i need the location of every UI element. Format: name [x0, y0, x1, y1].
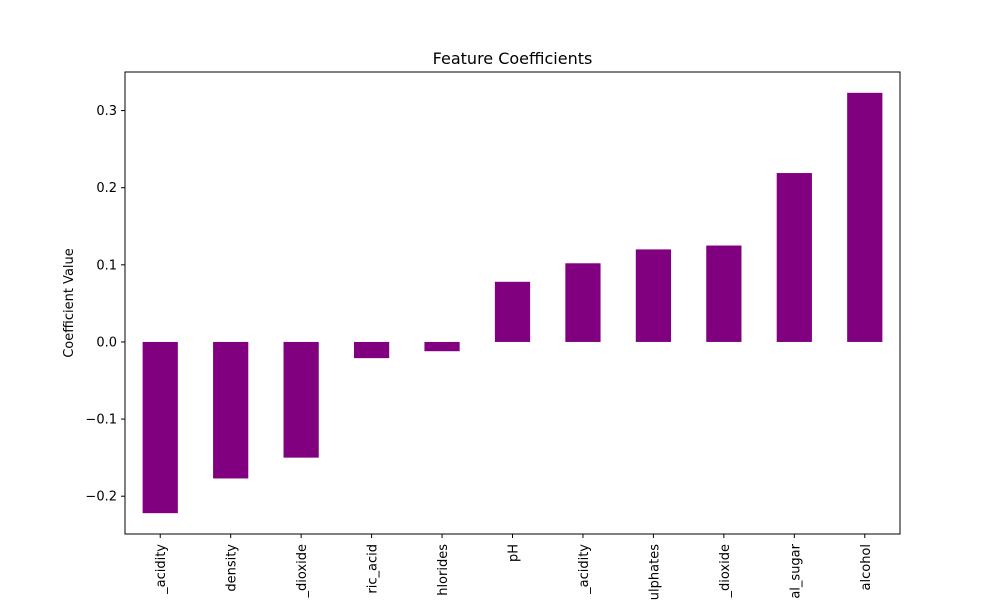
x-axis-ticks: _acidity density _dioxide ric_acid hlorides p…: [154, 534, 874, 600]
bar-10: [847, 92, 883, 342]
x-tick-label: _acidity: [154, 544, 169, 595]
x-tick-label: al_sugar: [788, 543, 803, 598]
bar-1: [213, 341, 249, 479]
x-tick-label: pH: [507, 544, 522, 562]
y-tick-label: −0.2: [85, 490, 117, 505]
y-axis-label: Coefficient Value: [62, 248, 77, 358]
x-tick-label: hlorides: [436, 544, 451, 596]
x-tick-label: alcohol: [859, 544, 874, 590]
bar-9: [776, 173, 812, 342]
bar-4: [424, 341, 460, 352]
bar-6: [565, 263, 601, 342]
x-tick-label: density: [225, 544, 240, 592]
plot-frame: [124, 71, 901, 535]
y-tick-label: 0.3: [96, 104, 117, 119]
y-tick-label: 0.0: [96, 335, 117, 350]
bar-0: [142, 341, 178, 514]
x-tick-label: ric_acid: [366, 544, 381, 594]
bar-8: [706, 245, 742, 342]
bar-5: [494, 281, 531, 342]
y-tick-label: −0.1: [85, 413, 117, 428]
x-tick-label: _dioxide: [718, 544, 733, 598]
bars: [142, 92, 883, 514]
x-tick-label: ulphates: [647, 544, 662, 600]
y-tick-label: 0.1: [96, 258, 117, 273]
chart-title: Feature Coefficients: [433, 49, 593, 68]
x-tick-label: _acidity: [577, 544, 592, 595]
bar-2: [283, 341, 319, 458]
bar-3: [353, 341, 390, 359]
bar-7: [635, 249, 672, 342]
y-axis-ticks: −0.2 −0.1 0.0 0.1 0.2 0.3: [85, 104, 125, 505]
x-tick-label: _dioxide: [295, 544, 310, 598]
y-tick-label: 0.2: [96, 181, 117, 196]
